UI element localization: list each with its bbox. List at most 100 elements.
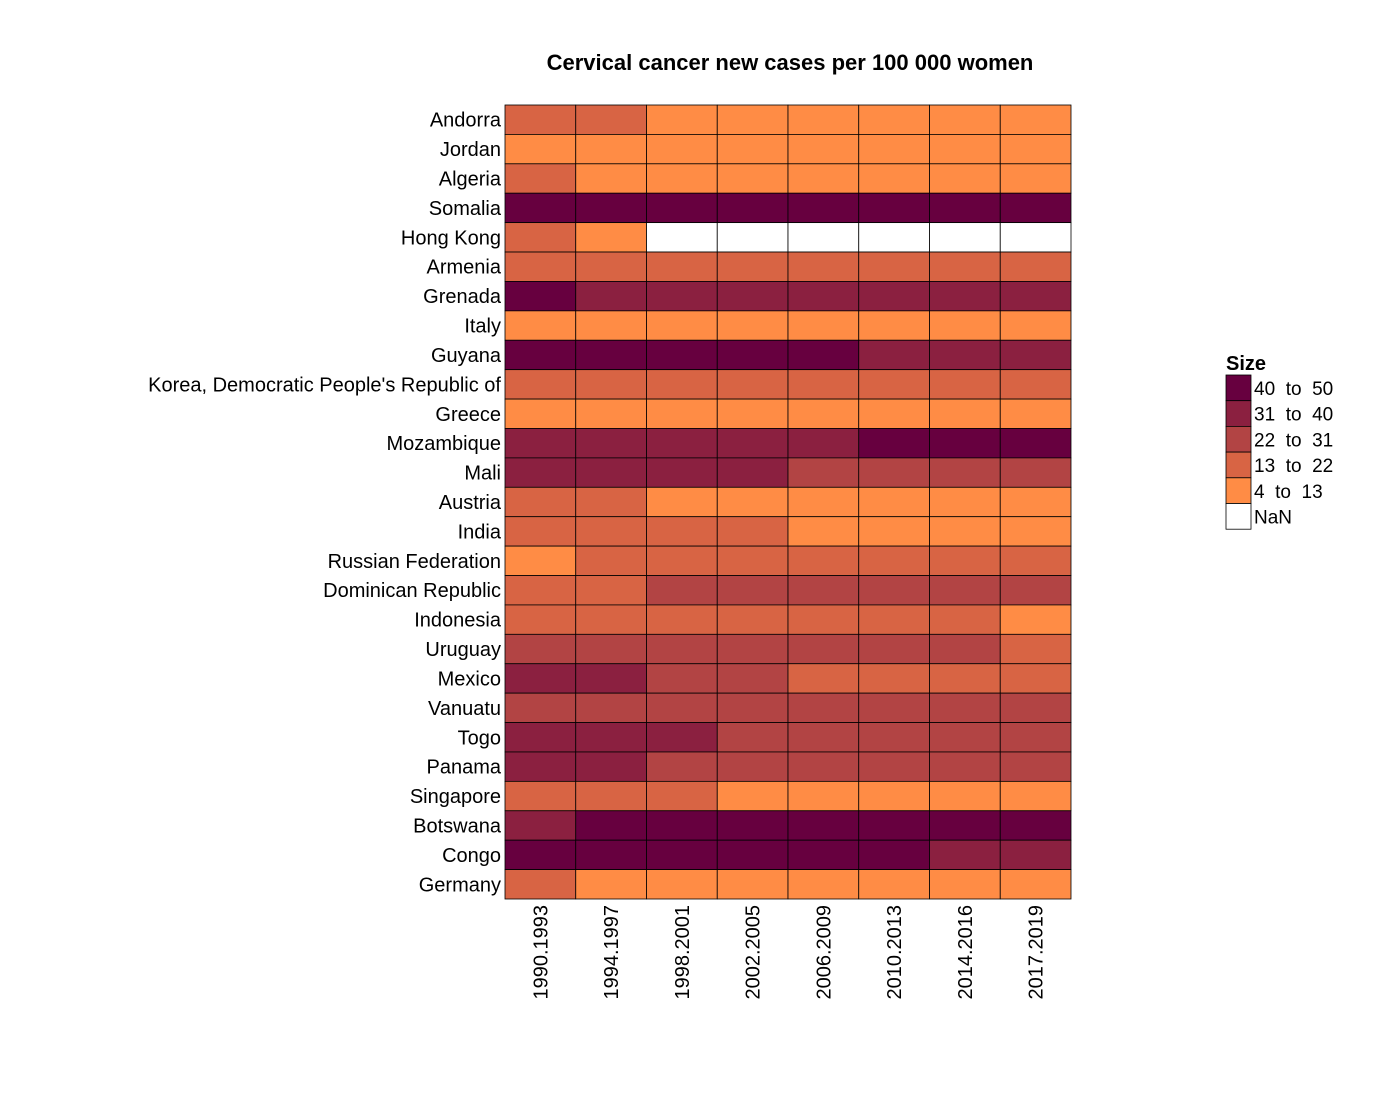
heatmap-cell: [504, 310, 577, 341]
heatmap-cell: [999, 369, 1072, 400]
heatmap-cell: [858, 222, 930, 253]
y-tick-label: Armenia: [427, 257, 502, 279]
heatmap-cell: [858, 839, 930, 870]
heatmap-cell: [646, 398, 718, 429]
heatmap-cell: [646, 780, 718, 812]
heatmap-cell: [929, 633, 1001, 665]
heatmap-cell: [929, 251, 1001, 282]
heatmap-cell: [929, 575, 1001, 606]
heatmap-cell: [858, 869, 930, 900]
heatmap-cell: [787, 339, 860, 371]
heatmap-cell: [575, 457, 647, 488]
heatmap-cell: [858, 604, 930, 635]
heatmap-cell: [504, 486, 577, 518]
heatmap-cell: [575, 281, 647, 312]
heatmap-cell: [999, 722, 1072, 753]
heatmap-cell: [787, 810, 860, 841]
heatmap-cell: [858, 575, 930, 606]
heatmap-cell: [929, 222, 1001, 253]
heatmap-cell: [575, 163, 647, 194]
heatmap-cell: [575, 222, 647, 253]
heatmap-cell: [929, 192, 1001, 224]
heatmap-cell: [929, 692, 1001, 723]
legend-swatch: [1225, 451, 1252, 479]
heatmap-cell: [575, 310, 647, 341]
heatmap-cell: [716, 633, 789, 665]
heatmap-cell: [504, 281, 577, 312]
heatmap-cell: [716, 839, 789, 870]
heatmap-cell: [646, 839, 718, 870]
heatmap-cell: [999, 310, 1072, 341]
y-tick-label: Korea, Democratic People's Republic of: [148, 374, 501, 396]
heatmap-cell: [646, 633, 718, 665]
legend-label: 40 to 50: [1254, 379, 1333, 400]
heatmap-cell: [504, 251, 577, 282]
y-tick-label: Indonesia: [414, 610, 502, 632]
heatmap-cell: [787, 751, 860, 782]
legend-swatch: [1225, 425, 1252, 453]
heatmap-cell: [999, 457, 1072, 488]
x-tick-label: 2014.2016: [955, 905, 977, 1000]
y-tick-label: Botswana: [413, 815, 502, 837]
heatmap-cell: [787, 369, 860, 400]
x-tick-label: 2002.2005: [743, 905, 765, 1000]
heatmap-cell: [646, 604, 718, 635]
heatmap-cell: [999, 751, 1072, 782]
heatmap-cell: [858, 192, 930, 224]
legend-label: 31 to 40: [1254, 405, 1333, 426]
heatmap-cell: [787, 398, 860, 429]
heatmap-cell: [999, 839, 1072, 870]
heatmap-cell: [858, 104, 930, 135]
heatmap-cell: [716, 281, 789, 312]
heatmap-cell: [716, 192, 789, 224]
heatmap-cell: [716, 810, 789, 841]
heatmap-cell: [575, 545, 647, 576]
heatmap-cell: [646, 163, 718, 194]
x-tick-label: 2010.2013: [884, 905, 906, 1000]
heatmap-cell: [504, 604, 577, 635]
heatmap-cell: [929, 604, 1001, 635]
heatmap-cell: [787, 633, 860, 665]
heatmap-cell: [716, 398, 789, 429]
heatmap-cell: [787, 281, 860, 312]
heatmap-cell: [787, 486, 860, 518]
heatmap-cell: [929, 134, 1001, 165]
heatmap-cell: [575, 692, 647, 723]
heatmap-cell: [858, 310, 930, 341]
y-tick-label: Austria: [439, 492, 502, 514]
heatmap-cell: [787, 780, 860, 812]
heatmap-cell: [646, 310, 718, 341]
heatmap-cell: [999, 810, 1072, 841]
heatmap-cell: [787, 251, 860, 282]
heatmap-cell: [716, 663, 789, 694]
heatmap-cell: [929, 369, 1001, 400]
heatmap-cell: [575, 251, 647, 282]
heatmap-cell: [504, 751, 577, 782]
y-tick-label: Russian Federation: [328, 551, 501, 573]
heatmap-cell: [504, 369, 577, 400]
heatmap-cell: [504, 104, 577, 135]
heatmap-cell: [787, 428, 860, 459]
y-tick-label: Uruguay: [425, 639, 501, 661]
heatmap-cell: [504, 516, 577, 547]
heatmap-cell: [716, 104, 789, 135]
heatmap-cell: [575, 663, 647, 694]
legend-title: Size: [1226, 353, 1266, 375]
heatmap-cell: [504, 839, 577, 870]
heatmap-cell: [787, 310, 860, 341]
heatmap-cell: [716, 251, 789, 282]
heatmap-cell: [999, 281, 1072, 312]
heatmap-cell: [646, 104, 718, 135]
heatmap-cell: [575, 339, 647, 371]
heatmap-cell: [646, 545, 718, 576]
y-tick-label: Algeria: [439, 169, 502, 191]
heatmap-cell: [504, 134, 577, 165]
x-tick-label: 2017.2019: [1026, 905, 1048, 1000]
heatmap-cell: [716, 692, 789, 723]
heatmap-cell: [646, 251, 718, 282]
heatmap-cell: [716, 222, 789, 253]
heatmap-cell: [575, 134, 647, 165]
heatmap-cell: [929, 486, 1001, 518]
heatmap-cell: [999, 486, 1072, 518]
heatmap-cell: [858, 457, 930, 488]
